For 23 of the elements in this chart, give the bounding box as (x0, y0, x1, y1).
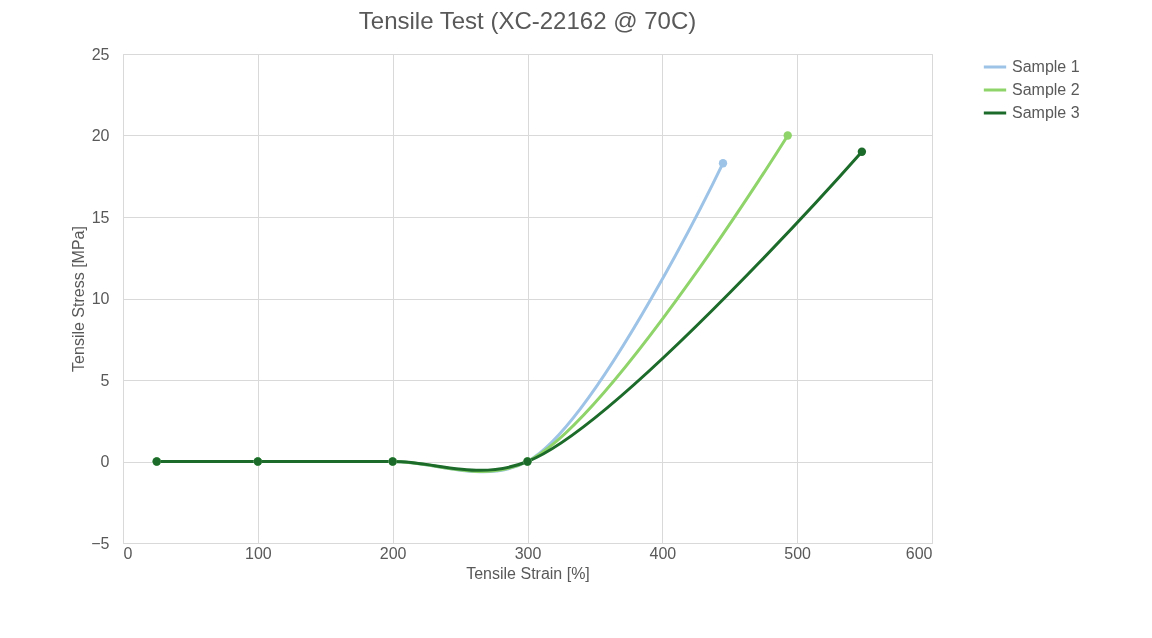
legend-label: Sample 3 (1012, 104, 1080, 121)
y-tick-label: 0 (100, 453, 110, 470)
y-tick-label: 20 (91, 127, 110, 144)
chart-title: Tensile Test (XC-22162 @ 70C) (358, 7, 697, 34)
legend-label: Sample 2 (1012, 81, 1080, 98)
y-tick-label: −5 (91, 534, 110, 552)
x-tick-label: 500 (784, 544, 812, 562)
y-tick-label: 25 (91, 45, 110, 63)
point (718, 159, 728, 168)
y-tick-label: 10 (91, 290, 110, 307)
point (857, 147, 867, 156)
point (783, 131, 792, 140)
y-axis-title: Tensile Stress [MPa] (70, 226, 88, 372)
x-tick-label: 300 (514, 544, 542, 562)
y-tick-label: 15 (91, 208, 110, 226)
x-tick-label: 600 (905, 544, 933, 562)
x-tick-label: 0 (123, 544, 133, 562)
legend-label: Sample 1 (1012, 58, 1080, 75)
y-tick-label: 5 (100, 371, 110, 389)
x-axis-title: Tensile Strain [%] (466, 564, 590, 582)
x-tick-label: 400 (649, 544, 677, 562)
x-tick-label: 100 (244, 544, 272, 562)
x-tick-label: 200 (379, 544, 407, 562)
